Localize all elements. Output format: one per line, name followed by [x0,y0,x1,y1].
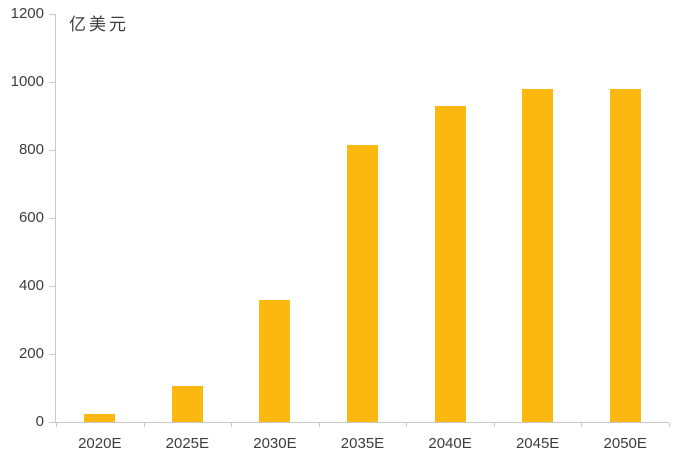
y-tick-mark [49,422,55,423]
y-tick-label: 200 [18,345,44,362]
bar-2030E [259,299,291,422]
x-tick-mark [669,423,670,427]
plot-area [55,14,669,423]
bar-2050E [609,89,641,422]
y-tick-mark [49,218,55,219]
x-tick-mark [231,423,233,427]
y-tick-label: 600 [18,209,44,226]
x-tick-mark [581,423,583,427]
bar-2020E [84,413,116,422]
y-tick-label: 800 [18,141,44,158]
y-tick-mark [49,14,55,15]
x-tick-label: 2040E [428,435,472,452]
x-tick-mark [406,423,408,427]
bar-2025E [171,386,203,422]
y-tick-mark [49,286,55,287]
y-tick-mark [49,82,55,83]
y-tick-label: 1200 [10,5,44,22]
bar-2035E [347,144,378,422]
y-axis-unit-label: 亿美元 [69,15,129,34]
x-tick-mark [143,423,145,427]
y-tick-mark [49,150,55,151]
x-tick-mark [493,423,495,427]
x-tick-label: 2025E [165,435,210,452]
y-tick-mark [49,354,55,355]
x-tick-label: 2020E [78,435,122,452]
y-tick-label: 1000 [10,73,44,90]
x-tick-label: 2045E [515,435,560,452]
y-tick-label: 0 [35,413,44,430]
y-tick-label: 400 [18,277,44,294]
bar-2040E [434,105,466,422]
x-tick-label: 2035E [340,435,385,452]
x-tick-label: 2050E [603,435,647,452]
x-tick-mark [56,423,57,427]
bar-2045E [522,88,554,422]
x-tick-label: 2030E [253,435,297,452]
x-tick-mark [318,423,320,427]
